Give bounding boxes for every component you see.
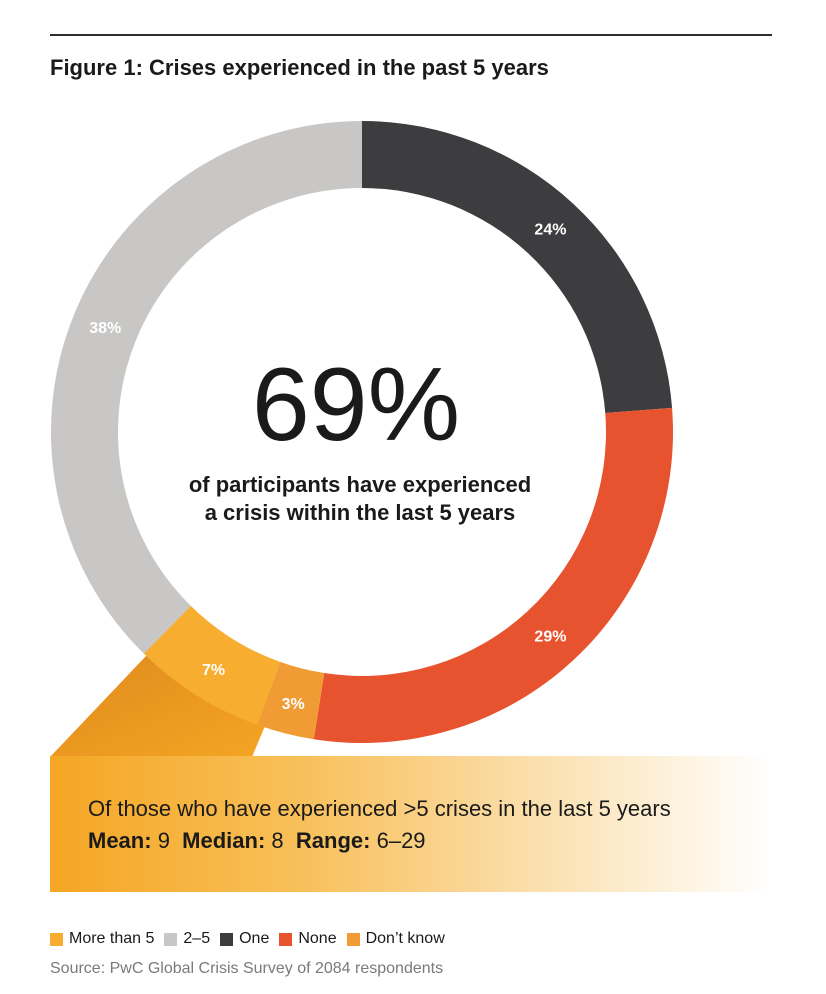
slice-none <box>313 407 673 743</box>
legend-label: One <box>239 930 270 947</box>
legend-item-one: One <box>220 930 269 948</box>
legend-label: Don’t know <box>365 930 445 947</box>
slice-label: 7% <box>202 662 225 679</box>
mean-value: 9 <box>157 828 170 853</box>
slice-more-than-5 <box>143 605 281 725</box>
legend-label: More than 5 <box>69 930 155 947</box>
legend-item-dont-know: Don’t know <box>346 930 445 948</box>
source-note: Source: PwC Global Crisis Survey of 2084… <box>50 960 444 977</box>
legend-label: None <box>298 930 337 947</box>
legend-label: 2–5 <box>183 930 211 947</box>
median-label: Median: <box>182 828 266 853</box>
legend-item-more-than-5: More than 5 <box>50 930 154 948</box>
stats-callout: Of those who have experienced >5 crises … <box>50 756 772 892</box>
range-value: 6–29 <box>376 828 426 853</box>
callout-heading: Of those who have experienced >5 crises … <box>88 796 671 821</box>
slice-one <box>362 121 673 414</box>
center-line1: of participants have experienced <box>189 472 531 497</box>
slice-2-5 <box>51 121 363 654</box>
figure-title: Figure 1: Crises experienced in the past… <box>50 55 549 80</box>
slice-label: 3% <box>282 696 305 713</box>
legend-swatch <box>164 932 178 946</box>
slice-label: 24% <box>534 221 566 238</box>
legend-swatch <box>220 932 234 946</box>
range-label: Range: <box>295 828 371 853</box>
legend-swatch <box>346 932 360 946</box>
median-value: 8 <box>271 828 284 853</box>
legend: More than 5 2–5 One None Don’t know <box>50 930 455 948</box>
slice-don-t-know <box>257 661 325 740</box>
legend-swatch <box>50 932 63 946</box>
slice-label: 29% <box>534 629 566 646</box>
slice-label: 38% <box>89 320 121 337</box>
top-rule <box>50 34 772 36</box>
callout-stats: Mean: 9 Median: 8 Range: 6–29 <box>88 828 426 854</box>
mean-label: Mean: <box>88 828 152 853</box>
legend-item-2-5: 2–5 <box>164 930 210 948</box>
center-headline: 69% <box>252 347 460 463</box>
legend-item-none: None <box>279 930 337 948</box>
center-line2: a crisis within the last 5 years <box>205 500 516 525</box>
legend-swatch <box>279 932 293 946</box>
